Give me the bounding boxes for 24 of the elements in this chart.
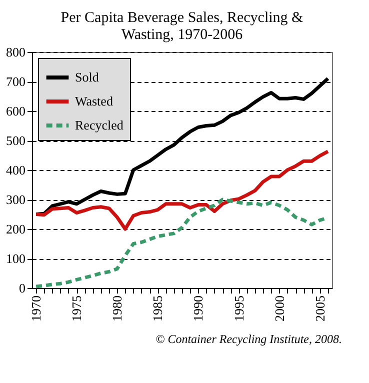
x-tick-label: 2005 — [312, 296, 328, 322]
x-tick-label: 1975 — [69, 296, 84, 322]
y-tick-label: 700 — [6, 74, 26, 89]
y-tick-label: 500 — [6, 133, 26, 148]
y-tick-label: 200 — [6, 222, 26, 236]
line-series — [34, 150, 330, 231]
y-tick-label: 100 — [6, 251, 26, 266]
legend-label: Recycled — [75, 118, 124, 132]
x-tick-label: 1980 — [110, 296, 125, 322]
y-tick-label: 0 — [19, 280, 26, 296]
text: Wasting, 1970-2006 — [121, 27, 243, 43]
y-tick-label: 800 — [6, 44, 26, 60]
y-tick-label: 600 — [6, 104, 26, 118]
x-tick-label: 1985 — [150, 296, 166, 322]
text: Per Capita Beverage Sales, Recycling & — [60, 10, 304, 26]
text: © Container Recycling Institute, 2008. — [156, 332, 342, 346]
x-tick-label: 1970 — [28, 296, 44, 322]
x-tick-label: 1990 — [190, 296, 206, 322]
legend-label: Wasted — [75, 94, 114, 108]
y-tick-label: 400 — [6, 162, 26, 178]
x-tick-label: 1995 — [231, 296, 246, 322]
y-tick-label: 300 — [6, 192, 26, 207]
legend-label: Sold — [75, 70, 100, 84]
x-tick-label: 2000 — [272, 296, 287, 322]
